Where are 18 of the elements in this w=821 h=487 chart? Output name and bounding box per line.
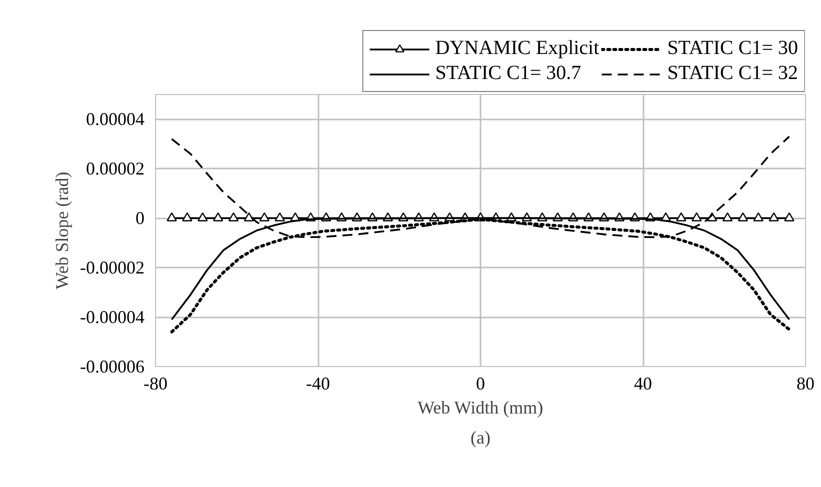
- text: (a): [470, 428, 490, 448]
- legend-label: STATIC C1= 30.7: [435, 62, 582, 85]
- y-tick-label: 0.00002: [86, 158, 144, 179]
- y-tick-label: -0.00004: [80, 307, 145, 328]
- x-tick-label: 40: [634, 374, 652, 394]
- x-axis-title: Web Width (mm): [418, 398, 544, 418]
- y-tick-label: 0: [136, 208, 144, 228]
- x-tick-label: 0: [476, 374, 485, 394]
- y-tick-label: -0.00006: [80, 356, 145, 376]
- y-axis-title: Web Slope (rad): [52, 172, 72, 290]
- x-tick-label: -40: [306, 374, 330, 394]
- y-tick-label: 0.00004: [86, 109, 144, 130]
- legend-label: STATIC C1= 32: [667, 62, 798, 85]
- x-tick-label: 80: [796, 374, 814, 394]
- y-tick-label: -0.00002: [80, 258, 145, 278]
- x-tick-label: -80: [144, 374, 168, 394]
- legend-label: DYNAMIC Explicit: [435, 37, 600, 60]
- legend-label: STATIC C1= 30: [667, 37, 798, 60]
